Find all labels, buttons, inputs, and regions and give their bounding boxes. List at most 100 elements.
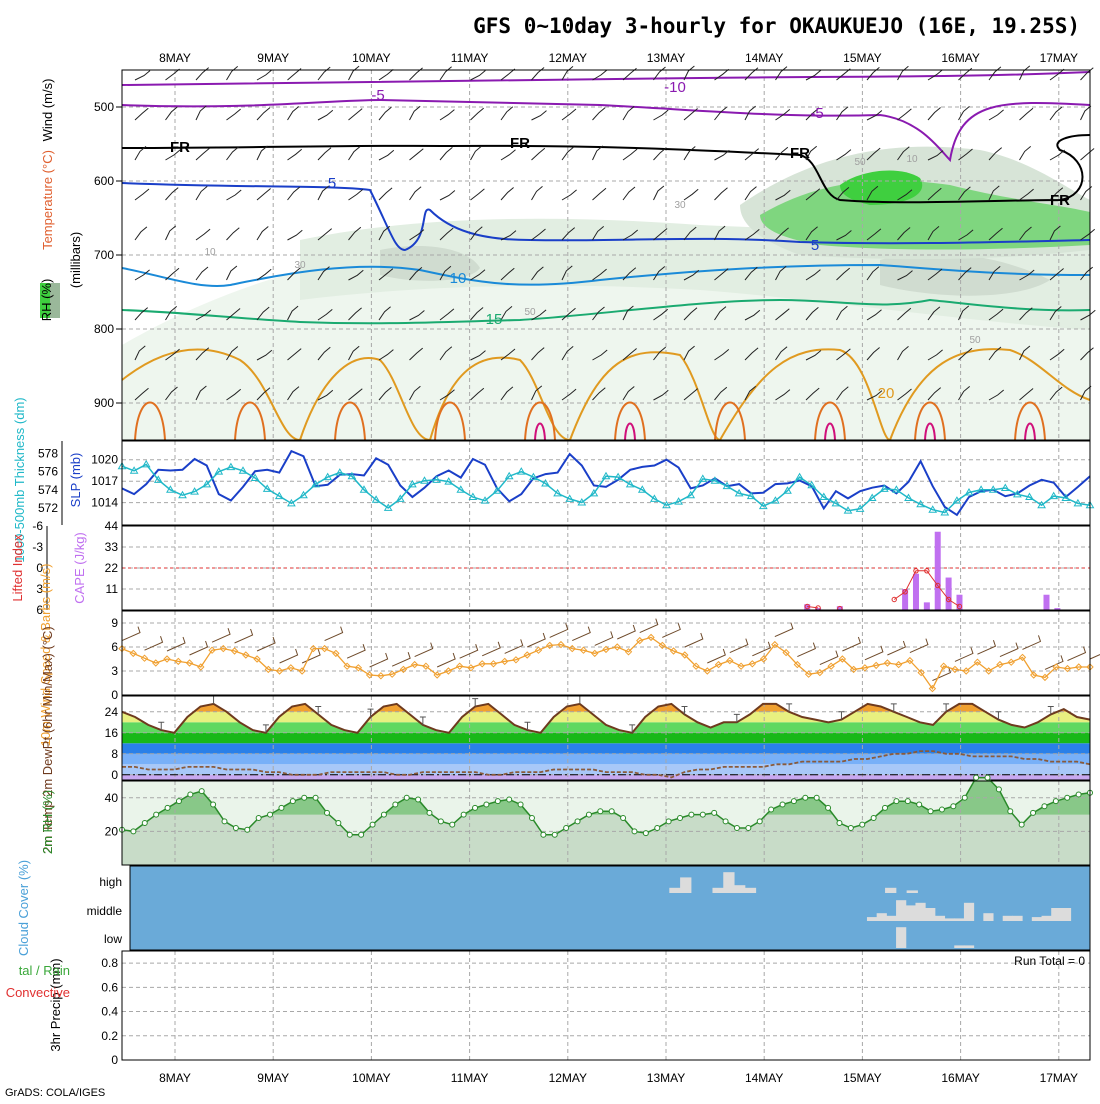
rh-marker (722, 818, 729, 825)
wind-barb (439, 147, 453, 161)
wind-barb-10m (594, 631, 614, 646)
thickness-marker (480, 496, 490, 504)
cape-bar (804, 604, 811, 610)
wind-barb-10m (1044, 655, 1064, 670)
wind-barb (866, 266, 880, 281)
wind-barb-10m (819, 650, 839, 666)
wind-barb (1080, 67, 1094, 81)
wind-speed-marker (591, 649, 599, 658)
precip-tick-label: 0.4 (101, 1005, 118, 1019)
wind-barb (165, 149, 181, 161)
wind-speed-marker (1030, 671, 1038, 679)
contour-label: 5 (811, 237, 819, 254)
thickness-marker (299, 490, 308, 499)
wind-barb (958, 186, 971, 201)
temp-band (122, 743, 1090, 754)
rh-marker (756, 818, 763, 825)
cloud-bar-middle (944, 918, 955, 921)
li-tick-label: -3 (32, 540, 43, 554)
rh-marker (415, 796, 422, 803)
date-label-bottom: 8MAY (159, 1071, 191, 1085)
rh-marker (950, 803, 957, 810)
wind-barb (409, 186, 422, 201)
cloud-bar-low (896, 927, 907, 948)
wind-barb (683, 146, 696, 161)
thickness-marker (625, 479, 635, 488)
wind-speed-marker (230, 647, 239, 655)
wind-barb (470, 145, 482, 161)
wind-barb-10m (662, 623, 681, 638)
wind-barb (348, 345, 360, 361)
wind-barb (836, 230, 852, 241)
date-label-bottom: 13MAY (647, 1071, 685, 1085)
rh-marker (938, 806, 945, 813)
wind-barb (622, 348, 637, 361)
rh-marker (916, 801, 923, 808)
rh-marker (1007, 808, 1014, 815)
wind-barb (866, 67, 880, 81)
wind-barb (683, 65, 695, 81)
wind-barb (409, 229, 425, 241)
thickness-marker (807, 480, 817, 489)
wind-barb (134, 70, 151, 81)
cloud-bar-middle (1031, 917, 1043, 921)
li-marker (891, 596, 897, 603)
wind-speed-marker (365, 671, 374, 679)
thickness-marker (855, 504, 865, 512)
thickness-marker (202, 479, 212, 488)
wind-speed-marker (883, 659, 892, 667)
cloud-tick-label: middle (87, 904, 123, 918)
wind-barb (470, 188, 485, 201)
wind-barb (927, 150, 944, 161)
wind-barb (653, 308, 669, 321)
wind-speed-marker (951, 665, 959, 674)
wind-speed-marker (433, 671, 441, 679)
rh-marker (483, 801, 490, 808)
wind-barb (927, 226, 940, 241)
thickness-marker (359, 485, 369, 493)
wind-barb (378, 106, 392, 121)
panel-precip: 0 0.2 0.4 0.6 0.8 Run Total = 0 3hr Precip (mm… (6, 950, 1091, 1067)
wind-barb-10m (459, 644, 479, 659)
wind-barb (256, 107, 271, 121)
rh-marker (517, 801, 524, 808)
wind-speed-marker (242, 651, 250, 659)
warm-contour (434, 401, 466, 441)
wind-barb (256, 306, 270, 321)
cloud-tick-label: high (99, 875, 122, 889)
cape-axis-label: CAPE (J/kg) (72, 532, 87, 604)
wind-barb (653, 109, 669, 121)
rh-marker (893, 798, 900, 805)
temperature-contour (121, 71, 1091, 86)
wind-speed-marker (636, 636, 644, 645)
thickness-marker (904, 493, 913, 501)
date-label-bottom: 12MAY (549, 1071, 587, 1085)
wind-barb (744, 266, 758, 281)
rh-marker (1052, 798, 1059, 805)
wind-barb (195, 347, 210, 361)
wind-barb (653, 346, 667, 361)
wind-speed-marker (973, 658, 982, 666)
contour-label: 15 (486, 311, 503, 328)
wind-speed-marker (163, 655, 171, 663)
rh-marker (175, 798, 182, 805)
wind-speed-marker (523, 651, 531, 659)
contour-label: -5 (810, 105, 823, 122)
wind-speed-marker (152, 659, 160, 667)
panel-cape-li: 11 22 33 44 -6 -3 0 3 6 Lifted Index CAPE (J/kg) (10, 519, 1091, 617)
wind-barb (622, 186, 636, 201)
wind-barb (287, 229, 303, 241)
wind-barb (439, 109, 455, 121)
wind-barb (165, 225, 177, 241)
wind-barb (1019, 307, 1033, 321)
thickness-marker (843, 506, 853, 514)
rh-marker (255, 814, 262, 821)
rh-marker (597, 808, 604, 815)
thickness-marker (541, 478, 550, 487)
wind-barb (927, 187, 942, 201)
wind-speed-marker (1063, 664, 1072, 673)
wind-barb (988, 227, 1003, 241)
wind-barb (714, 386, 728, 401)
wind-barb (988, 66, 1002, 81)
wind-barb (805, 107, 820, 121)
